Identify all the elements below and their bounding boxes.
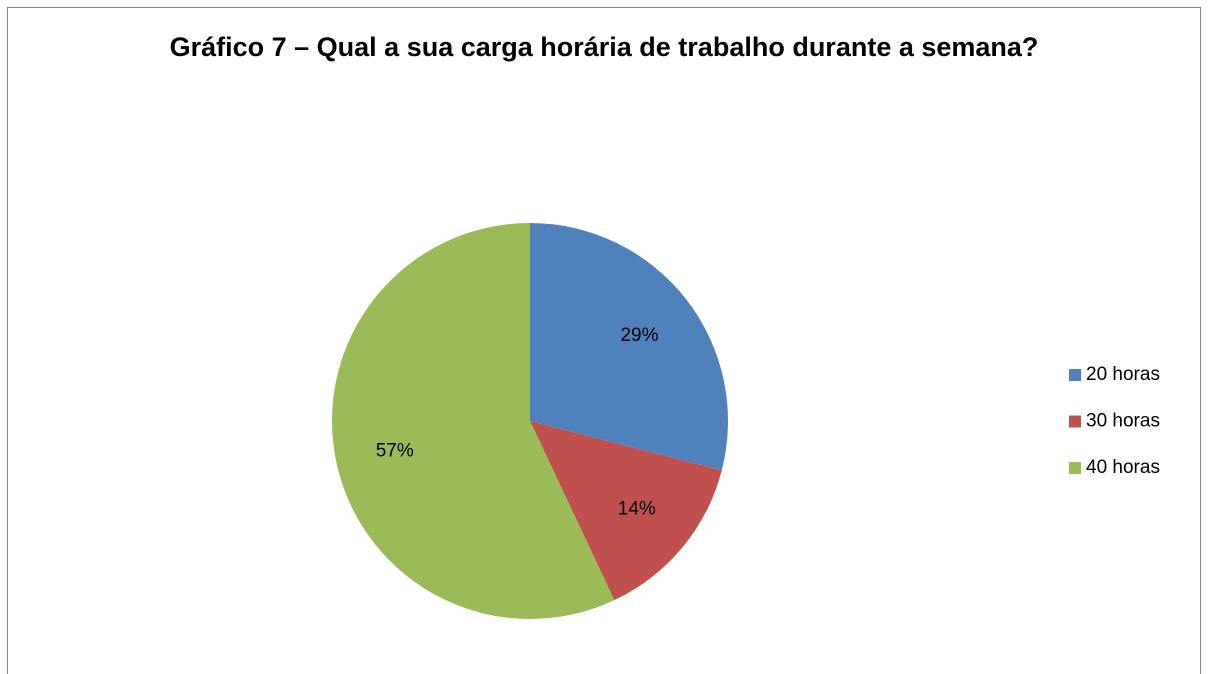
data-label: 29% xyxy=(620,325,658,346)
legend-label: 40 horas xyxy=(1086,457,1160,478)
legend-swatch xyxy=(1069,462,1081,474)
pie-slice xyxy=(530,223,728,471)
legend-label: 30 horas xyxy=(1086,411,1160,432)
chart-title: Gráfico 7 – Qual a sua carga horária de … xyxy=(169,32,1039,62)
data-label: 14% xyxy=(618,498,656,519)
legend-swatch xyxy=(1069,415,1081,428)
legend-label: 20 horas xyxy=(1086,364,1160,385)
pie-slice xyxy=(530,421,722,601)
legend-swatch xyxy=(1069,369,1081,381)
data-label: 57% xyxy=(376,440,414,461)
pie-slice xyxy=(332,223,615,619)
